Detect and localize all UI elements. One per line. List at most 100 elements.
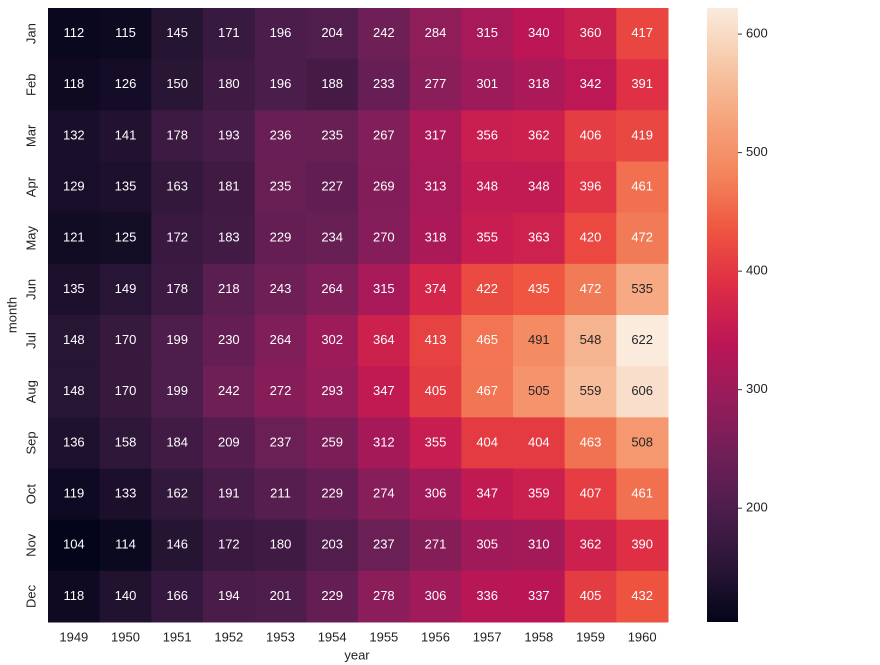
heatmap-cell bbox=[409, 263, 462, 316]
cell-label: 465 bbox=[476, 332, 498, 347]
heatmap-cell bbox=[306, 468, 359, 521]
y-tick-label: Aug bbox=[23, 380, 38, 403]
heatmap-cell bbox=[254, 315, 307, 367]
heatmap-cell bbox=[358, 570, 411, 623]
heatmap-cell bbox=[564, 263, 617, 316]
cell-label: 227 bbox=[321, 179, 343, 194]
heatmap-cell bbox=[461, 570, 514, 623]
cell-label: 114 bbox=[115, 537, 136, 552]
cell-label: 132 bbox=[63, 127, 85, 142]
y-tick-label: Jan bbox=[23, 23, 38, 44]
cell-label: 150 bbox=[166, 76, 188, 91]
heatmap-cell bbox=[409, 519, 462, 572]
cell-label: 170 bbox=[115, 332, 137, 347]
cell-label: 218 bbox=[218, 281, 240, 296]
heatmap-cell bbox=[513, 519, 566, 572]
cell-label: 242 bbox=[373, 25, 395, 40]
cell-label: 236 bbox=[270, 127, 292, 142]
cell-label: 396 bbox=[580, 179, 602, 194]
x-tick-label: 1956 bbox=[421, 629, 450, 644]
heatmap-cell bbox=[203, 366, 256, 418]
cell-label: 463 bbox=[580, 434, 602, 449]
cell-label: 229 bbox=[270, 230, 292, 245]
heatmap-cell bbox=[151, 212, 204, 265]
cell-label: 269 bbox=[373, 179, 395, 194]
heatmap-cell bbox=[564, 570, 617, 623]
cell-label: 233 bbox=[373, 76, 395, 91]
cell-label: 243 bbox=[270, 281, 292, 296]
y-tick-label: Dec bbox=[23, 584, 38, 608]
heatmap-cell bbox=[306, 161, 359, 214]
heatmap-cell bbox=[151, 59, 204, 111]
heatmap-cell bbox=[254, 468, 307, 521]
cell-label: 136 bbox=[63, 434, 85, 449]
heatmap-cell bbox=[203, 468, 256, 521]
cell-label: 237 bbox=[373, 537, 395, 552]
cell-label: 310 bbox=[528, 537, 550, 552]
heatmap-cell bbox=[513, 570, 566, 623]
heatmap-cell bbox=[358, 366, 411, 418]
heatmap-cell bbox=[151, 315, 204, 367]
heatmap-cell bbox=[564, 8, 617, 60]
heatmap-cell bbox=[48, 570, 101, 623]
x-tick-label: 1954 bbox=[318, 629, 347, 644]
cell-label: 390 bbox=[631, 537, 653, 552]
heatmap-cell bbox=[203, 110, 256, 162]
cell-label: 306 bbox=[425, 486, 447, 501]
cell-label: 118 bbox=[63, 588, 84, 603]
heatmap-cell bbox=[409, 315, 462, 367]
heatmap-cell bbox=[461, 212, 514, 265]
heatmap-cell bbox=[151, 366, 204, 418]
heatmap-cell bbox=[151, 110, 204, 162]
heatmap-cell bbox=[358, 519, 411, 572]
heatmap-cell bbox=[564, 468, 617, 521]
x-tick-label: 1950 bbox=[111, 629, 140, 644]
cell-label: 356 bbox=[476, 127, 498, 142]
heatmap-cell bbox=[513, 263, 566, 316]
y-tick-label: Nov bbox=[23, 533, 38, 557]
heatmap-cell bbox=[358, 468, 411, 521]
cell-label: 305 bbox=[476, 537, 498, 552]
heatmap-cell bbox=[99, 110, 152, 162]
heatmap-cell bbox=[564, 519, 617, 572]
cell-label: 209 bbox=[218, 434, 240, 449]
heatmap-cell bbox=[564, 161, 617, 214]
cell-label: 363 bbox=[528, 230, 550, 245]
cell-label: 461 bbox=[631, 179, 653, 194]
cell-label: 374 bbox=[425, 281, 447, 296]
heatmap-cell bbox=[203, 8, 256, 60]
colorbar-tick-label: 200 bbox=[746, 500, 768, 515]
cell-label: 230 bbox=[218, 332, 240, 347]
cell-label: 183 bbox=[218, 230, 240, 245]
x-tick-label: 1959 bbox=[576, 629, 605, 644]
cell-label: 422 bbox=[476, 281, 498, 296]
cell-label: 284 bbox=[425, 25, 447, 40]
cell-label: 199 bbox=[166, 383, 188, 398]
heatmap-cell bbox=[564, 366, 617, 418]
heatmap-cell bbox=[99, 417, 152, 469]
heatmap-cell bbox=[409, 161, 462, 214]
heatmap-cell bbox=[203, 212, 256, 265]
cell-label: 178 bbox=[166, 127, 188, 142]
heatmap-cell bbox=[48, 417, 101, 469]
heatmap-cell bbox=[306, 212, 359, 265]
cell-label: 318 bbox=[425, 230, 447, 245]
heatmap-cell bbox=[513, 315, 566, 367]
cell-label: 312 bbox=[373, 434, 395, 449]
heatmap-cell bbox=[461, 59, 514, 111]
heatmap-cell bbox=[358, 315, 411, 367]
cell-label: 166 bbox=[166, 588, 188, 603]
cell-label: 313 bbox=[425, 179, 447, 194]
heatmap-cell bbox=[461, 315, 514, 367]
y-tick-label: Oct bbox=[23, 484, 38, 505]
heatmap-cell bbox=[461, 110, 514, 162]
cell-label: 196 bbox=[270, 76, 292, 91]
heatmap-cell bbox=[203, 519, 256, 572]
heatmap-cell bbox=[358, 8, 411, 60]
heatmap-cell bbox=[564, 59, 617, 111]
cell-label: 184 bbox=[166, 434, 188, 449]
heatmap-cell bbox=[151, 570, 204, 623]
cell-label: 193 bbox=[218, 127, 240, 142]
y-tick-label: Sep bbox=[23, 431, 38, 454]
cell-label: 360 bbox=[580, 25, 602, 40]
